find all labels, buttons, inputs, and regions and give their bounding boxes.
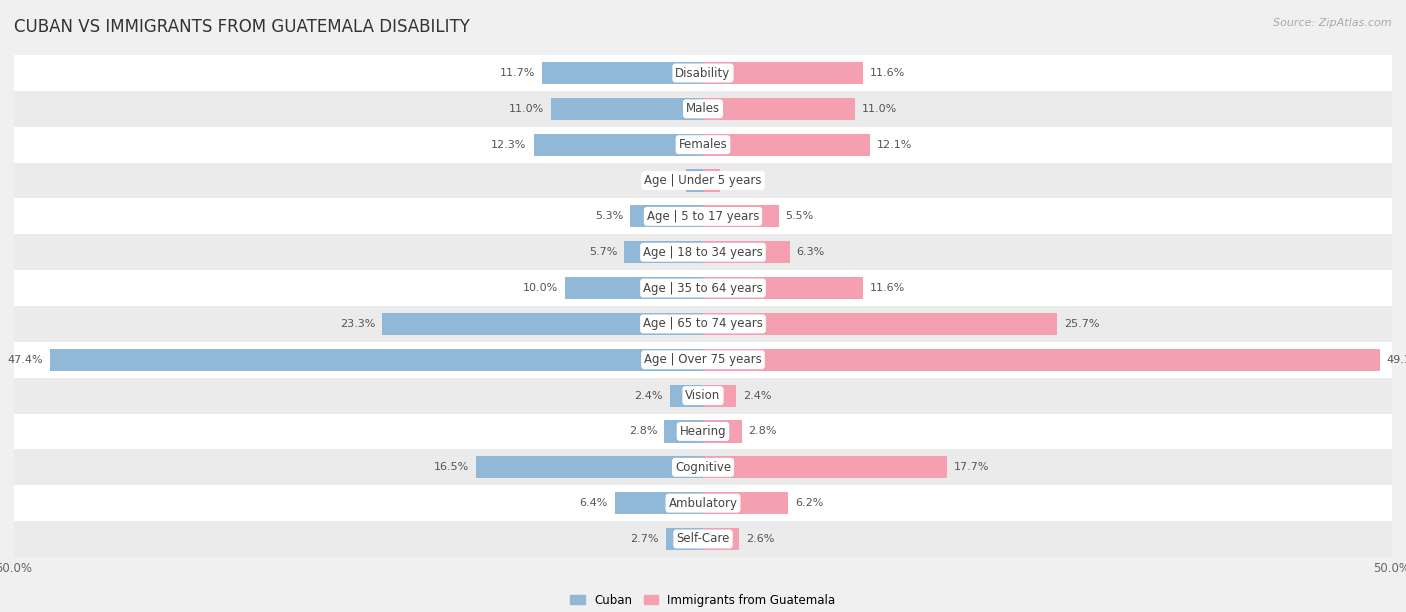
Bar — [703, 170, 720, 192]
Bar — [703, 492, 789, 514]
Text: Age | Over 75 years: Age | Over 75 years — [644, 353, 762, 366]
Bar — [475, 456, 703, 479]
Text: 11.6%: 11.6% — [870, 68, 905, 78]
Bar — [14, 91, 1392, 127]
Bar — [14, 127, 1392, 163]
Text: 6.4%: 6.4% — [579, 498, 607, 508]
Text: 23.3%: 23.3% — [340, 319, 375, 329]
Text: 1.2%: 1.2% — [651, 176, 679, 185]
Legend: Cuban, Immigrants from Guatemala: Cuban, Immigrants from Guatemala — [565, 589, 841, 611]
Text: 49.1%: 49.1% — [1386, 355, 1406, 365]
Bar — [14, 234, 1392, 270]
Text: 2.7%: 2.7% — [630, 534, 659, 544]
Bar — [49, 349, 703, 371]
Bar — [14, 270, 1392, 306]
Text: Vision: Vision — [685, 389, 721, 402]
Text: 11.0%: 11.0% — [862, 104, 897, 114]
Text: CUBAN VS IMMIGRANTS FROM GUATEMALA DISABILITY: CUBAN VS IMMIGRANTS FROM GUATEMALA DISAB… — [14, 18, 470, 36]
Text: Hearing: Hearing — [679, 425, 727, 438]
Text: Females: Females — [679, 138, 727, 151]
Bar — [703, 62, 863, 84]
Text: Age | 18 to 34 years: Age | 18 to 34 years — [643, 246, 763, 259]
Text: Age | Under 5 years: Age | Under 5 years — [644, 174, 762, 187]
Bar — [665, 420, 703, 442]
Text: 2.6%: 2.6% — [745, 534, 775, 544]
Bar — [630, 205, 703, 228]
Bar — [669, 384, 703, 407]
Bar — [703, 384, 737, 407]
Text: 5.3%: 5.3% — [595, 211, 623, 222]
Bar — [703, 205, 779, 228]
Bar — [703, 456, 946, 479]
Text: 6.2%: 6.2% — [796, 498, 824, 508]
Bar — [624, 241, 703, 263]
Text: 5.5%: 5.5% — [786, 211, 814, 222]
Bar — [703, 420, 741, 442]
Text: 16.5%: 16.5% — [433, 462, 468, 472]
Bar — [703, 313, 1057, 335]
Text: 12.3%: 12.3% — [491, 140, 527, 150]
Text: Cognitive: Cognitive — [675, 461, 731, 474]
Bar — [565, 277, 703, 299]
Text: Age | 35 to 64 years: Age | 35 to 64 years — [643, 282, 763, 294]
Text: 17.7%: 17.7% — [953, 462, 990, 472]
Text: Age | 65 to 74 years: Age | 65 to 74 years — [643, 318, 763, 330]
Text: Source: ZipAtlas.com: Source: ZipAtlas.com — [1274, 18, 1392, 28]
Text: 11.7%: 11.7% — [499, 68, 534, 78]
Text: 11.0%: 11.0% — [509, 104, 544, 114]
Bar — [666, 528, 703, 550]
Text: 5.7%: 5.7% — [589, 247, 617, 257]
Bar — [614, 492, 703, 514]
Bar — [14, 163, 1392, 198]
Text: Ambulatory: Ambulatory — [668, 497, 738, 510]
Text: 1.2%: 1.2% — [727, 176, 755, 185]
Bar — [551, 98, 703, 120]
Bar — [382, 313, 703, 335]
Bar — [14, 55, 1392, 91]
Bar — [686, 170, 703, 192]
Text: 2.8%: 2.8% — [628, 427, 658, 436]
Text: Self-Care: Self-Care — [676, 532, 730, 545]
Bar — [703, 277, 863, 299]
Text: 2.8%: 2.8% — [748, 427, 778, 436]
Bar — [14, 306, 1392, 342]
Bar — [14, 449, 1392, 485]
Bar — [14, 378, 1392, 414]
Text: 6.3%: 6.3% — [797, 247, 825, 257]
Text: Age | 5 to 17 years: Age | 5 to 17 years — [647, 210, 759, 223]
Bar — [533, 133, 703, 156]
Text: 2.4%: 2.4% — [634, 390, 664, 401]
Bar — [703, 98, 855, 120]
Text: 25.7%: 25.7% — [1064, 319, 1099, 329]
Text: Males: Males — [686, 102, 720, 115]
Text: 47.4%: 47.4% — [7, 355, 44, 365]
Text: 10.0%: 10.0% — [523, 283, 558, 293]
Text: 2.4%: 2.4% — [742, 390, 772, 401]
Bar — [14, 198, 1392, 234]
Bar — [703, 133, 870, 156]
Bar — [14, 485, 1392, 521]
Bar — [703, 241, 790, 263]
Text: 11.6%: 11.6% — [870, 283, 905, 293]
Text: 12.1%: 12.1% — [876, 140, 912, 150]
Bar — [703, 528, 738, 550]
Bar — [14, 521, 1392, 557]
Bar — [14, 414, 1392, 449]
Text: Disability: Disability — [675, 67, 731, 80]
Bar — [703, 349, 1379, 371]
Bar — [541, 62, 703, 84]
Bar — [14, 342, 1392, 378]
